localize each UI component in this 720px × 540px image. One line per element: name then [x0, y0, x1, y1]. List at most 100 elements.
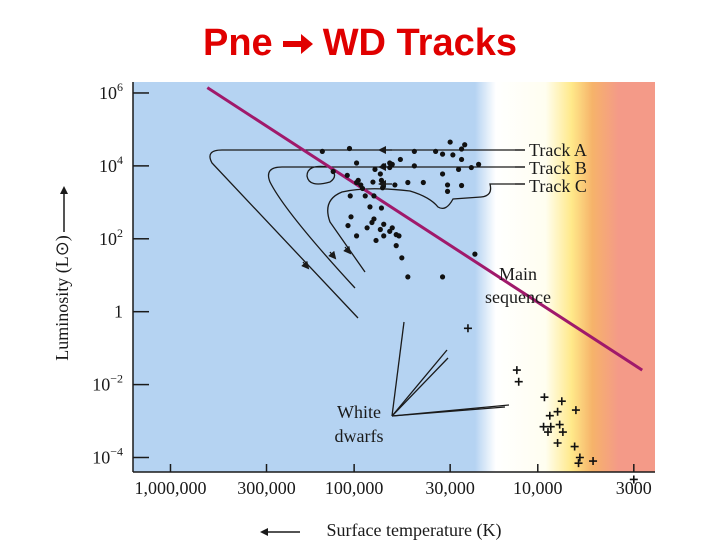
title-right-text: WD Tracks	[322, 22, 517, 64]
x-tick-label-0: 1,000,000	[134, 478, 206, 498]
x-tick-label-1: 300,000	[237, 478, 296, 498]
y-axis-title: Luminosity (L⊙)	[52, 235, 73, 361]
pn-nucleus-point	[439, 151, 446, 157]
x-tick-label-2: 100,000	[325, 478, 384, 498]
pn-nucleus-point	[405, 179, 411, 186]
pn-nucleus-point	[411, 148, 417, 154]
pn-nucleus-point	[353, 179, 360, 186]
track-a-curve	[209, 149, 525, 319]
pn-nucleus-point	[405, 274, 411, 280]
pn-nucleus-point	[378, 205, 385, 211]
pn-nucleus-point	[373, 237, 379, 244]
white-dwarf-point	[553, 407, 562, 416]
pn-nucleus-point	[377, 226, 383, 233]
pn-nucleus-point	[381, 163, 387, 169]
axes-ticks: 1,000,000 300,000 100,000 30,000 10,000 3000 1…	[92, 80, 652, 498]
y-tick-label-4: 10−2	[92, 372, 123, 395]
white-dwarf-pointer-1	[391, 349, 448, 417]
pn-nucleus-point	[319, 148, 325, 154]
track-b-curve	[267, 165, 525, 289]
pn-nucleus-point	[444, 188, 451, 194]
pn-nucleus-point	[353, 160, 360, 166]
pn-nucleus-point	[346, 145, 353, 152]
white-dwarfs-label-line2: dwarfs	[335, 426, 384, 446]
y-tick-label-0: 106	[99, 80, 123, 103]
pn-nucleus-point	[411, 163, 417, 169]
pn-nucleus-point	[372, 166, 378, 173]
white-dwarf-point	[557, 397, 566, 406]
pn-nucleus-point	[389, 225, 395, 231]
pn-nucleus-point	[399, 255, 405, 261]
evolutionary-tracks	[209, 146, 525, 319]
pn-nucleus-point	[444, 182, 451, 188]
y-tick-label-2: 102	[99, 226, 123, 249]
data-points	[319, 139, 638, 484]
track-c-curve	[327, 183, 525, 273]
main-sequence-line	[206, 86, 644, 372]
white-dwarf-point	[546, 422, 555, 431]
pn-nucleus-point	[347, 193, 353, 199]
pn-nucleus-point	[387, 160, 393, 166]
pn-nucleus-point	[377, 171, 383, 177]
pn-nucleus-point	[439, 171, 446, 177]
pn-nucleus-point	[458, 182, 465, 189]
white-dwarf-point	[463, 324, 472, 333]
pn-nucleus-point	[396, 233, 402, 239]
x-tick-label-5: 3000	[616, 478, 652, 498]
pn-nucleus-point	[362, 193, 368, 199]
main-sequence-label-line2: sequence	[485, 287, 551, 307]
pn-nucleus-point	[371, 193, 377, 199]
pn-nucleus-point	[472, 251, 478, 257]
pn-nucleus-point	[378, 177, 385, 183]
white-dwarf-pointer-2	[391, 357, 449, 417]
main-sequence-label-line1: Main	[499, 264, 537, 284]
pn-nucleus-point	[393, 243, 399, 249]
x-tick-label-4: 10,000	[513, 478, 563, 498]
pn-nucleus-point	[447, 139, 453, 145]
white-dwarf-point	[540, 393, 549, 402]
pn-nucleus-point	[392, 182, 398, 188]
y-tick-label-3: 1	[114, 302, 123, 322]
white-dwarf-point	[570, 442, 579, 451]
white-dwarf-point	[558, 428, 567, 437]
pn-nucleus-point	[330, 168, 336, 175]
right-arrow-icon	[281, 22, 315, 65]
white-dwarf-point	[539, 422, 548, 431]
title-left-text: Pne	[202, 22, 273, 64]
pn-nucleus-point	[353, 233, 360, 239]
pn-nucleus-point	[468, 164, 474, 171]
pn-nucleus-point	[433, 148, 439, 154]
white-dwarf-point	[575, 453, 584, 462]
track-arrow-3	[301, 260, 310, 270]
white-dwarf-point	[543, 428, 552, 437]
x-axis-title: Surface temperature (K)	[327, 520, 502, 540]
white-dwarf-point	[553, 438, 562, 447]
pn-nucleus-point	[462, 142, 468, 148]
track-arrow-4	[328, 250, 337, 260]
pn-nucleus-point	[450, 152, 456, 158]
y-tick-label-1: 104	[99, 153, 123, 176]
white-dwarf-point	[589, 457, 598, 466]
white-dwarf-point	[629, 475, 638, 484]
track-a-label: Track A	[529, 140, 587, 160]
plot-background	[133, 82, 655, 472]
pn-nucleus-point	[458, 156, 465, 163]
pn-nucleus-point	[345, 222, 351, 229]
x-tick-label-3: 30,000	[425, 478, 475, 498]
pn-nucleus-point	[358, 182, 364, 188]
pn-nucleus-point	[381, 233, 387, 239]
track-c-label: Track C	[529, 176, 587, 196]
track-b-label: Track B	[529, 158, 587, 178]
pn-nucleus-point	[344, 172, 350, 178]
white-dwarf-point	[571, 406, 580, 415]
pn-nucleus-point	[397, 156, 403, 163]
pn-nucleus-point	[439, 274, 446, 280]
white-dwarf-point	[574, 459, 583, 468]
pn-nucleus-point	[455, 166, 462, 173]
pn-nucleus-point	[381, 221, 387, 227]
white-dwarfs-label-line1: White	[337, 402, 381, 422]
track-arrow-5	[343, 245, 352, 255]
pn-nucleus-point	[420, 179, 426, 186]
white-dwarf-pointer-4	[391, 404, 510, 417]
pn-nucleus-point	[370, 179, 376, 185]
